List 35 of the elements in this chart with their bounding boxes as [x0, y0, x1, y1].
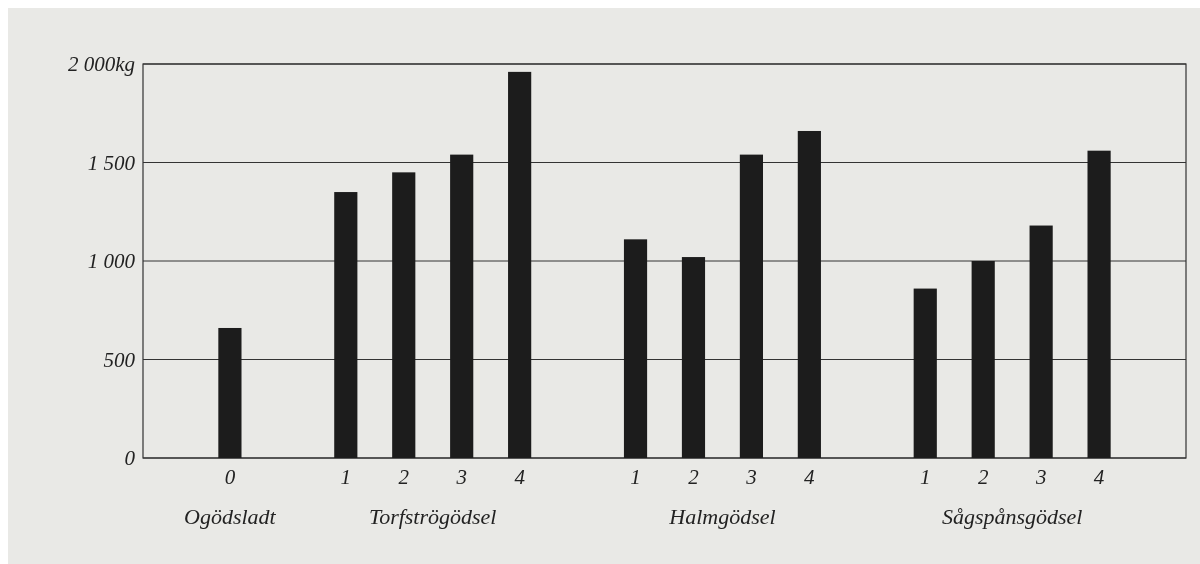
- y-tick-label: 2 000kg: [67, 52, 135, 77]
- bar: [739, 154, 764, 458]
- x-tick-label: 4: [514, 465, 526, 489]
- text: Halmgödsel: [668, 504, 776, 529]
- x-tick-label: 2: [977, 465, 989, 489]
- bar: [623, 239, 648, 458]
- x-tick-label: 3: [1034, 465, 1047, 489]
- bar: [913, 288, 937, 458]
- y-tick-label: 1 500: [87, 150, 136, 175]
- bar: [681, 257, 706, 458]
- bar: [392, 172, 416, 458]
- bar: [218, 327, 242, 458]
- y-tick-label: 1 000: [87, 249, 136, 274]
- x-tick-label: 2: [398, 465, 410, 489]
- x-tick-label: 3: [745, 465, 757, 489]
- text: Sågspånsgödsel: [941, 504, 1083, 529]
- x-tick-label: 4: [804, 465, 816, 489]
- bar: [508, 71, 532, 458]
- x-tick-label: 1: [920, 465, 931, 489]
- text: Torfströgödsel: [368, 504, 497, 529]
- x-tick-label: 2: [688, 465, 700, 489]
- bar: [797, 130, 821, 458]
- x-tick-label: 0: [224, 465, 236, 489]
- x-tick-label: 1: [630, 465, 641, 489]
- x-tick-label: 3: [455, 465, 467, 489]
- y-tick-label: 500: [103, 347, 136, 372]
- bar: [450, 154, 474, 458]
- x-tick-label: 4: [1093, 465, 1105, 489]
- bar: [971, 261, 995, 458]
- text: Ogödsladt: [184, 504, 277, 529]
- bar: [334, 192, 358, 458]
- bar: [1087, 150, 1111, 458]
- x-tick-label: 1: [340, 465, 352, 489]
- bar: [1029, 225, 1053, 458]
- y-tick-label: 0: [124, 446, 136, 471]
